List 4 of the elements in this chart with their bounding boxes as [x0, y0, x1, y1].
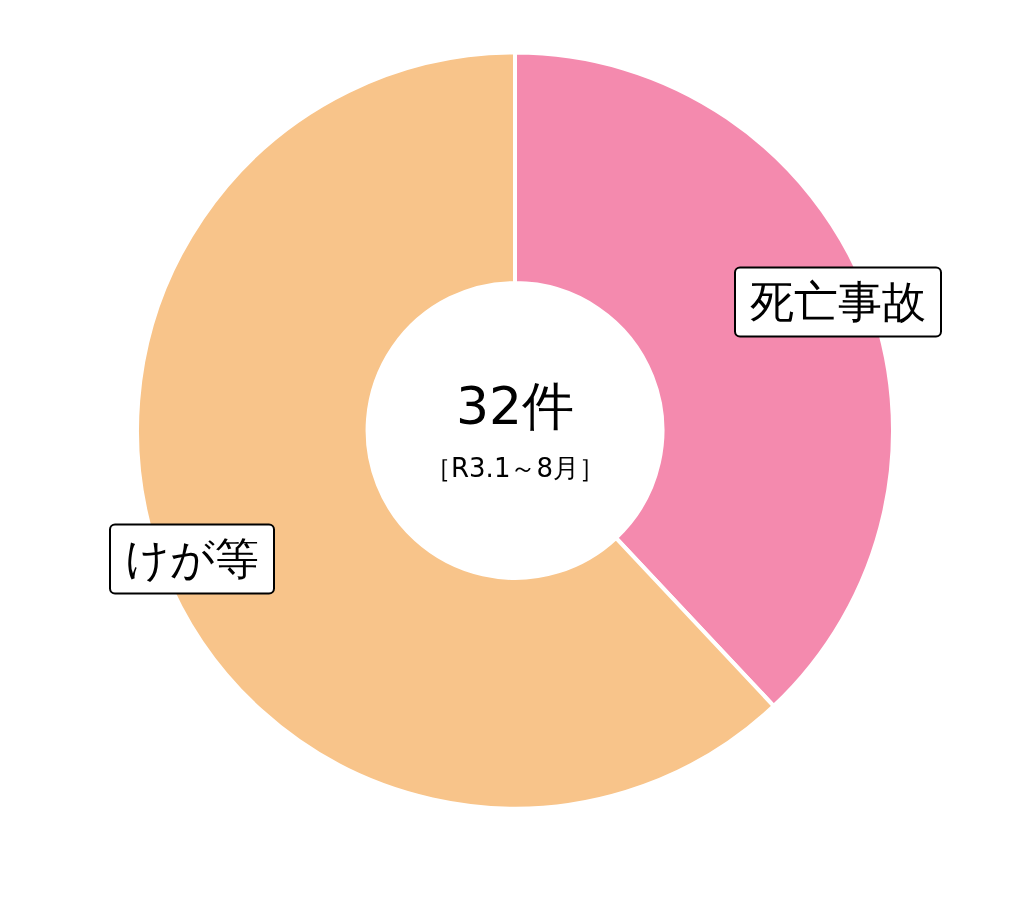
slice-label: 死亡事故 [734, 266, 943, 338]
text: 32件 [455, 376, 575, 437]
text: ［R3.1～8月］ [425, 453, 605, 484]
slice-label: けが等 [108, 523, 275, 595]
